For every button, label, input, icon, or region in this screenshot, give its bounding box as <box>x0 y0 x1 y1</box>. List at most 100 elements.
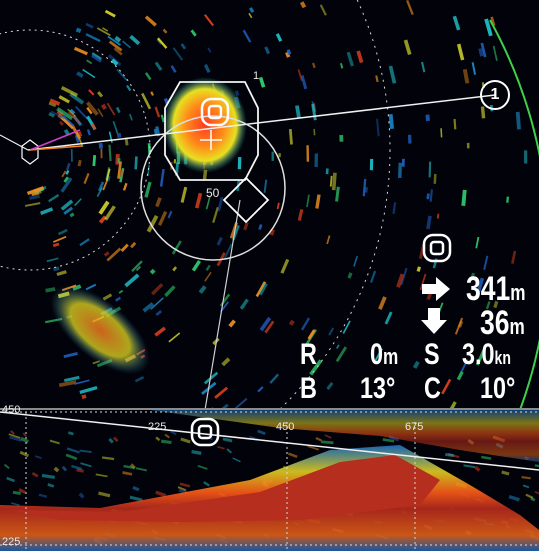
echo-streak <box>264 320 275 334</box>
section-echo-streak <box>53 466 60 473</box>
echo-streak <box>450 404 456 410</box>
section-echo-view[interactable] <box>0 410 539 551</box>
section-echo-streak <box>8 433 21 439</box>
seabed-core <box>10 455 440 522</box>
echo-streak <box>49 98 61 106</box>
s-unit: kn <box>494 348 511 368</box>
echo-streak <box>74 134 80 143</box>
section-echo-streak <box>155 490 167 498</box>
echo-streak <box>249 7 255 13</box>
section-echo-streak <box>287 452 298 458</box>
echo-streak <box>275 33 283 42</box>
section-echo-streak <box>222 437 233 443</box>
echo-streak <box>108 40 123 52</box>
section-echo-streak <box>521 476 531 480</box>
echo-streak <box>150 91 154 96</box>
echo-streak <box>228 319 236 328</box>
echo-streak <box>426 215 432 230</box>
section-scale-450: 450 <box>276 421 295 433</box>
section-echo-streak <box>481 455 492 460</box>
echo-streak <box>86 59 93 65</box>
echo-streak <box>155 309 163 317</box>
echo-streak <box>190 29 197 37</box>
echo-streak <box>105 168 111 181</box>
echo-streak <box>335 186 340 202</box>
section-target-symbol-icon[interactable] <box>190 417 220 447</box>
section-echo-streak <box>18 488 26 494</box>
echo-streak <box>92 154 97 167</box>
echo-streak <box>119 168 125 183</box>
distance-unit: m <box>510 280 526 305</box>
echo-streak <box>340 63 344 69</box>
echo-streak <box>342 320 351 334</box>
section-echo-streak <box>34 455 42 459</box>
section-echo-streak <box>123 464 135 470</box>
echo-streak <box>257 386 264 393</box>
echo-streak <box>480 106 486 119</box>
echo-streak <box>73 46 88 56</box>
b-value: 13° <box>360 372 396 405</box>
cursor-diamond[interactable] <box>222 176 270 224</box>
echo-streak <box>48 101 57 108</box>
echo-streak <box>347 272 353 279</box>
echo-streak <box>378 296 387 310</box>
echo-streak <box>154 326 166 337</box>
range-edge-arc <box>489 19 539 410</box>
echo-streak <box>141 92 152 110</box>
echo-streak <box>113 47 123 56</box>
section-echo-streak <box>257 429 266 436</box>
echo-streak <box>98 143 103 149</box>
echo-streak <box>309 359 323 376</box>
depth-value: 36 <box>480 304 510 342</box>
section-echo-streak <box>10 430 15 435</box>
section-echo-streak <box>6 476 15 483</box>
echo-streak <box>86 106 93 115</box>
echo-streak <box>484 18 493 37</box>
echo-streak <box>97 108 104 118</box>
echo-streak <box>392 202 397 214</box>
echo-streak <box>74 198 82 207</box>
echo-streak <box>126 84 132 92</box>
echo-streak <box>112 121 119 135</box>
echo-streak <box>170 65 177 73</box>
vector-magenta <box>29 129 81 151</box>
echo-streak <box>62 114 75 128</box>
echo-streak <box>483 255 489 271</box>
ppi-echo-view[interactable] <box>0 0 539 410</box>
echo-streak <box>97 181 105 192</box>
echo-streak <box>476 277 485 294</box>
echo-streak <box>280 258 290 274</box>
echo-streak <box>116 132 122 138</box>
echo-streak <box>102 180 108 191</box>
echo-streak <box>306 194 310 208</box>
echo-streak <box>79 238 90 247</box>
depth-arrow-icon <box>421 308 447 334</box>
target-marker-1[interactable]: 1 <box>480 80 510 110</box>
echo-streak <box>475 236 480 249</box>
echo-streak <box>353 255 358 267</box>
echo-streak <box>388 113 395 129</box>
echo-streak <box>297 69 303 81</box>
echo-streak <box>311 103 317 121</box>
section-echo-streak <box>71 464 83 471</box>
echo-streak <box>142 302 155 313</box>
echo-streak <box>460 358 469 373</box>
echo-streak <box>65 162 71 171</box>
section-echo-streak <box>132 485 140 492</box>
echo-streak <box>129 113 133 121</box>
echo-streak <box>180 43 187 50</box>
echo-streak <box>102 293 113 301</box>
origin-bracket <box>0 134 29 151</box>
section-echo-streak <box>61 465 68 472</box>
echo-streak <box>255 281 267 298</box>
echo-streak <box>398 162 402 178</box>
echo-streak <box>490 16 496 27</box>
echo-streak <box>258 282 268 296</box>
echo-streak <box>78 131 83 137</box>
section-echo-streak <box>508 495 520 502</box>
target-symbol-icon[interactable] <box>200 97 230 127</box>
octagon-tag: 1 <box>253 70 260 82</box>
section-echo-streak <box>530 497 536 502</box>
s-label: S <box>424 338 440 371</box>
echo-streak <box>106 102 116 116</box>
